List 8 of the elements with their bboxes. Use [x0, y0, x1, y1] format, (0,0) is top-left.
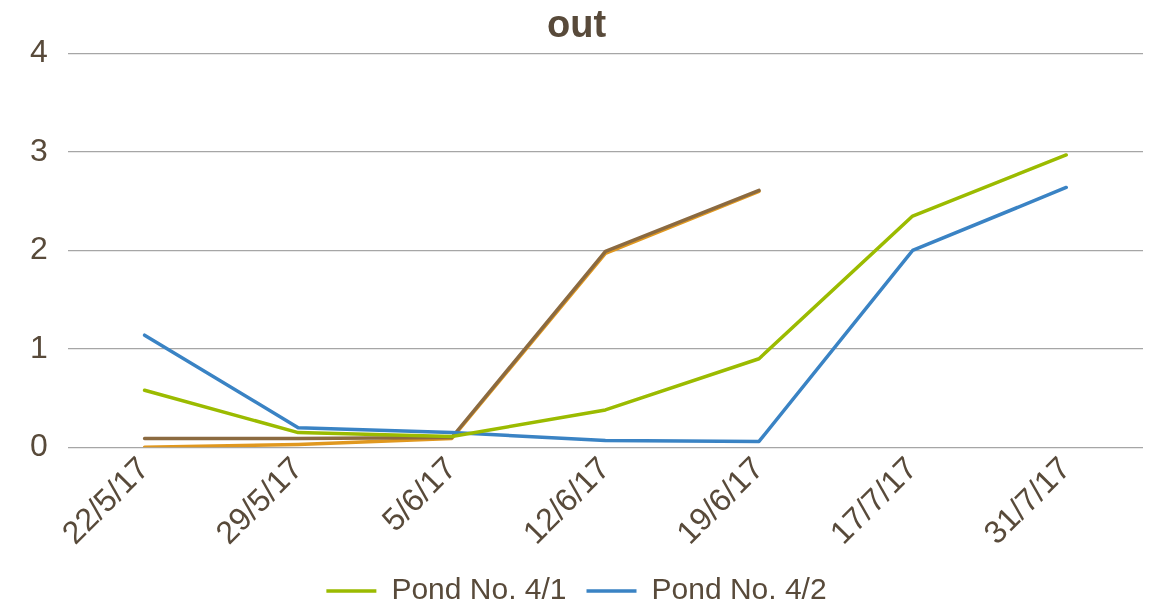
legend-label: Pond No. 4/2 [651, 572, 827, 606]
y-tick-label: 3 [30, 131, 48, 168]
y-tick-label: 0 [30, 427, 48, 464]
y-tick-label: 2 [30, 230, 48, 267]
y-tick-label: 4 [30, 33, 48, 70]
y-tick-label: 1 [30, 328, 48, 365]
chart-title: out [546, 3, 607, 46]
legend-label: Pond No. 4/1 [391, 572, 567, 606]
